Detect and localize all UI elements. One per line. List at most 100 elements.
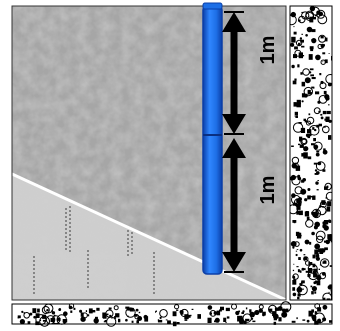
speckle <box>299 283 303 286</box>
speckle <box>297 296 300 300</box>
speckle <box>91 310 96 313</box>
speckle <box>125 307 136 318</box>
speckle <box>17 315 21 319</box>
speckle <box>322 125 330 134</box>
speckle <box>311 77 316 80</box>
stratum-boundary-line <box>11 172 287 302</box>
speckle <box>103 321 106 323</box>
speckle <box>325 239 331 245</box>
speckle <box>328 53 330 54</box>
speckle <box>37 308 40 313</box>
speckle <box>302 178 307 182</box>
speckle <box>305 34 308 37</box>
speckle <box>299 37 303 40</box>
speckle <box>308 310 313 317</box>
speckle <box>68 303 75 309</box>
speckle <box>322 297 326 300</box>
speckle <box>320 116 324 120</box>
speckle <box>313 138 316 142</box>
speckle <box>303 256 308 260</box>
speckle <box>325 197 328 199</box>
speckle <box>297 269 300 273</box>
speckle <box>314 311 317 314</box>
speckle <box>296 317 298 320</box>
speckle <box>314 169 318 172</box>
speckle <box>155 311 157 313</box>
speckle <box>314 291 317 294</box>
speckle <box>297 203 300 208</box>
speckle <box>308 268 313 274</box>
speckle <box>108 307 112 310</box>
speckle <box>292 246 295 249</box>
bottom-strip <box>11 301 333 327</box>
speckle <box>293 102 297 107</box>
speckle <box>299 144 304 148</box>
speckle <box>294 46 298 50</box>
speckle <box>297 64 300 68</box>
speckle <box>187 315 191 318</box>
speckle <box>302 319 306 321</box>
speckle <box>301 11 310 20</box>
pipe-body <box>202 5 223 275</box>
speckle <box>309 16 314 23</box>
speckle <box>225 322 227 323</box>
speckle <box>294 115 296 117</box>
speckle <box>262 311 266 316</box>
speckle <box>29 312 33 316</box>
speckle <box>292 162 299 169</box>
speckle <box>320 36 324 39</box>
speckle <box>70 310 73 313</box>
speckle <box>62 319 67 324</box>
speckle <box>309 195 313 198</box>
speckle <box>278 317 282 322</box>
speckle <box>303 256 309 262</box>
speckle <box>87 314 90 317</box>
speckle <box>315 254 320 258</box>
speckle <box>307 273 311 277</box>
speckle <box>298 143 301 146</box>
speckle <box>301 93 305 98</box>
speckle <box>312 317 317 322</box>
speckle <box>295 165 301 171</box>
speckle <box>243 321 247 325</box>
speckle <box>319 73 322 76</box>
speckle <box>320 248 326 253</box>
speckle <box>209 312 212 315</box>
speckle <box>307 263 318 274</box>
speckle <box>318 95 328 104</box>
speckle <box>291 193 293 195</box>
lower-stratum-marks <box>33 206 155 296</box>
speckle <box>313 225 318 230</box>
speckle <box>296 249 299 250</box>
speckle <box>306 120 311 126</box>
speckle <box>324 59 328 64</box>
speckle <box>294 78 297 81</box>
speckle <box>225 307 230 312</box>
speckle <box>254 310 260 315</box>
speckle <box>102 312 107 319</box>
arrow-head-up <box>222 12 246 32</box>
speckle <box>184 319 188 321</box>
speckle <box>298 197 302 201</box>
speckle <box>53 314 56 317</box>
speckle <box>292 269 295 272</box>
speckle <box>328 220 332 223</box>
speckle <box>314 14 318 17</box>
speckle <box>217 312 220 314</box>
speckle <box>296 102 301 108</box>
speckle <box>308 54 313 60</box>
speckle <box>290 176 294 181</box>
speckle <box>311 143 315 146</box>
speckle <box>296 210 300 215</box>
speckle <box>73 307 76 310</box>
pipe-top-cap <box>202 2 223 10</box>
speckle <box>214 320 218 323</box>
speckle <box>312 211 319 218</box>
speckle <box>305 260 311 266</box>
speckle <box>300 137 308 146</box>
speckle <box>294 186 303 195</box>
speckle <box>277 306 283 311</box>
speckle <box>308 125 320 136</box>
speckle <box>282 308 286 313</box>
speckle <box>293 263 295 265</box>
